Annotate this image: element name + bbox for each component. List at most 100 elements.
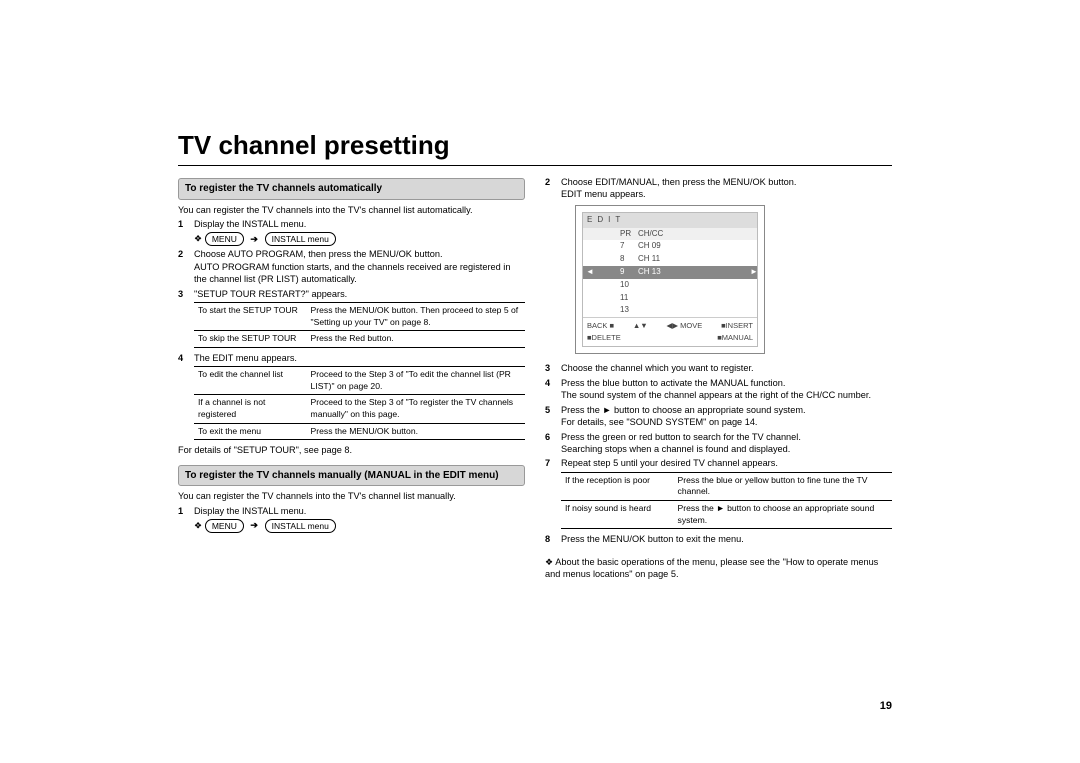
step-4r: 4 Press the blue button to activate the … [545,377,892,402]
osd-cell: 8 [617,253,635,266]
step-text-a: Press the blue button to activate the MA… [561,378,785,388]
osd-cell [583,279,617,292]
osd-foot-updown: ▲▼ [633,321,648,331]
step-1b: 1 Display the INSTALL menu. [178,505,525,517]
step-text-b: The sound system of the channel appears … [561,390,871,400]
step-text-a: Press the ► button to choose an appropri… [561,405,806,415]
step-2r: 2 Choose EDIT/MANUAL, then press the MEN… [545,176,892,201]
step-number: 8 [545,533,555,545]
step-text: Choose AUTO PROGRAM, then press the MENU… [194,248,525,285]
menu-path: ❖ MENU ➔ INSTALL menu [194,232,525,246]
osd-cell: ► [747,266,757,279]
menu-pill: MENU [205,232,244,246]
osd-cell [635,292,747,305]
step-text: Press the green or red button to search … [561,431,892,456]
menu-pill: MENU [205,519,244,533]
table-cell: To exit the menu [194,423,307,440]
table-row: To edit the channel list Proceed to the … [194,367,525,395]
troubleshoot-table: If the reception is poor Press the blue … [561,472,892,529]
table-footer: For details of "SETUP TOUR", see page 8. [178,444,525,456]
table-cell: To edit the channel list [194,367,307,395]
osd-cell [635,304,747,317]
step-text-b: Searching stops when a channel is found … [561,444,790,454]
step-text-b: EDIT menu appears. [561,189,646,199]
osd-foot-insert: ■INSERT [721,321,753,331]
step-text: Display the INSTALL menu. [194,505,525,517]
step-number: 6 [545,431,555,456]
osd-cell [747,279,757,292]
table-cell: Press the ► button to choose an appropri… [674,501,892,529]
arrow-icon: ➔ [250,519,258,531]
osd-panel: EDIT PR CH/CC 7CH 098CH 11◄9CH 13►101113… [575,205,765,355]
osd-foot-manual: ■MANUAL [717,333,753,343]
osd-cell: ◄ [583,266,617,279]
install-menu-pill: INSTALL menu [265,232,336,246]
osd-col-ch: CH/CC [635,228,747,241]
step-number: 4 [178,352,188,364]
step-text: The EDIT menu appears. [194,352,525,364]
osd-col-blank2 [747,228,757,241]
step-text-a: Choose EDIT/MANUAL, then press the MENU/… [561,177,796,187]
table-row: To start the SETUP TOUR Press the MENU/O… [194,303,525,331]
osd-cell: 11 [617,292,635,305]
osd-cell [747,292,757,305]
step-text: Choose EDIT/MANUAL, then press the MENU/… [561,176,892,201]
menu-prefix-icon: ❖ [194,234,202,244]
table-cell: Press the Red button. [307,331,525,348]
step-1: 1 Display the INSTALL menu. [178,218,525,230]
step-5r: 5 Press the ► button to choose an approp… [545,404,892,429]
table-cell: If noisy sound is heard [561,501,674,529]
footnote: ❖ About the basic operations of the menu… [545,556,892,581]
setup-tour-table: To start the SETUP TOUR Press the MENU/O… [194,302,525,348]
edit-menu-table: To edit the channel list Proceed to the … [194,366,525,440]
step-text-a: Press the green or red button to search … [561,432,801,442]
table-row: If noisy sound is heard Press the ► butt… [561,501,892,529]
osd-footer: BACK ■ ▲▼ ◀▶ MOVE ■INSERT ■DELETE ■MANUA… [583,317,757,346]
osd-cell: 10 [617,279,635,292]
step-text-b: For details, see "SOUND SYSTEM" on page … [561,417,757,427]
menu-path: ❖ MENU ➔ INSTALL menu [194,519,525,533]
table-cell: If the reception is poor [561,472,674,500]
step-3r: 3 Choose the channel which you want to r… [545,362,892,374]
step-7r: 7 Repeat step 5 until your desired TV ch… [545,457,892,469]
osd-cell [583,253,617,266]
osd-cell [747,240,757,253]
table-cell: Press the MENU/OK button. Then proceed t… [307,303,525,331]
table-cell: Proceed to the Step 3 of "To register th… [307,395,525,423]
osd-foot-move: ◀▶ MOVE [667,321,703,331]
step-text: Press the blue button to activate the MA… [561,377,892,402]
osd-col-blank [583,228,617,241]
step-text-b: AUTO PROGRAM function starts, and the ch… [194,262,510,284]
left-column: To register the TV channels automaticall… [178,174,525,580]
table-cell: To skip the SETUP TOUR [194,331,307,348]
table-cell: To start the SETUP TOUR [194,303,307,331]
columns: To register the TV channels automaticall… [178,174,892,580]
step-number: 1 [178,505,188,517]
osd-cell: 13 [617,304,635,317]
title-rule [178,165,892,166]
step-2: 2 Choose AUTO PROGRAM, then press the ME… [178,248,525,285]
manual-page: TV channel presetting To register the TV… [178,130,892,690]
table-row: If the reception is poor Press the blue … [561,472,892,500]
step-8r: 8 Press the MENU/OK button to exit the m… [545,533,892,545]
install-menu-pill: INSTALL menu [265,519,336,533]
table-row: To skip the SETUP TOUR Press the Red but… [194,331,525,348]
step-number: 2 [178,248,188,285]
step-number: 3 [178,288,188,300]
osd-title: EDIT [583,213,757,228]
osd-col-pr: PR [617,228,635,241]
osd-foot-back: BACK ■ [587,321,614,331]
step-number: 5 [545,404,555,429]
step-number: 7 [545,457,555,469]
intro-text: You can register the TV channels into th… [178,204,525,216]
step-text: Repeat step 5 until your desired TV chan… [561,457,892,469]
table-cell: Press the MENU/OK button. [307,423,525,440]
arrow-icon: ➔ [250,233,258,245]
osd-cell: 7 [617,240,635,253]
osd-cell: CH 09 [635,240,747,253]
osd-cell [635,279,747,292]
osd-cell [747,253,757,266]
step-number: 3 [545,362,555,374]
step-number: 2 [545,176,555,201]
edit-osd: EDIT PR CH/CC 7CH 098CH 11◄9CH 13►101113… [575,205,892,355]
